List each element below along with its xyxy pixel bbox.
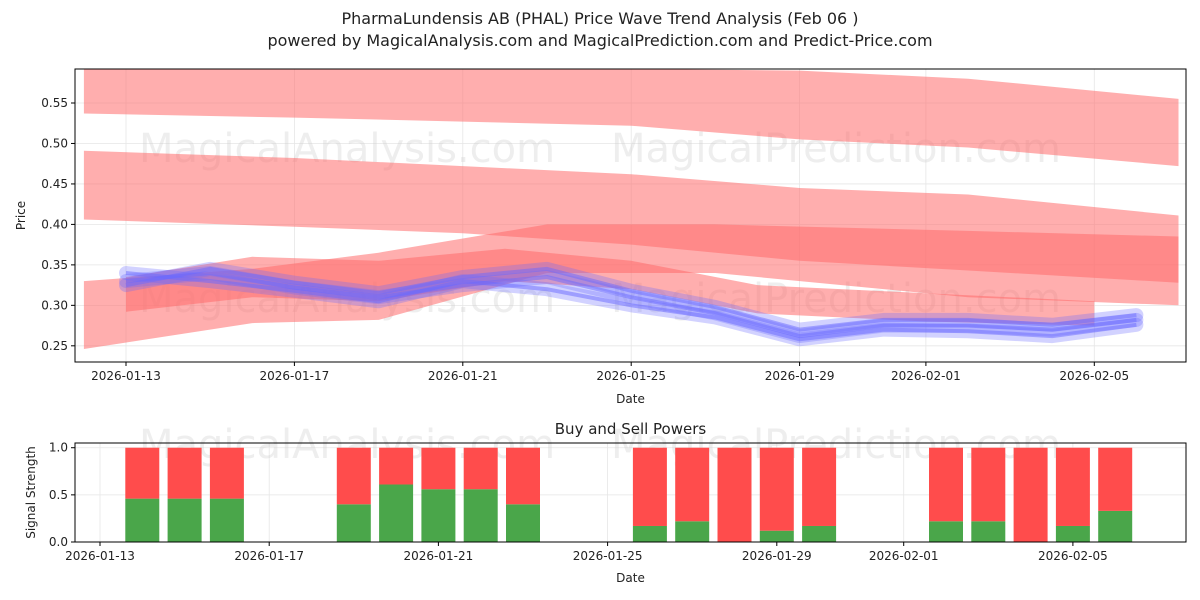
buy-power-bar (1098, 510, 1133, 542)
red-wave-band (83, 224, 1179, 349)
x-tick-label: 2026-01-21 (404, 549, 474, 563)
sell-power-bar (506, 447, 540, 505)
buy-power-bar (1055, 525, 1090, 542)
x-tick-label: 2026-02-01 (869, 549, 939, 563)
sell-power-bar (632, 447, 667, 526)
bottom-axes-frame (74, 442, 1187, 543)
sell-power-bar (759, 447, 794, 531)
sell-power-bar (463, 447, 498, 490)
chart-title: PharmaLundensis AB (PHAL) Price Wave Tre… (341, 9, 859, 28)
plot-area (83, 69, 1179, 349)
sell-power-bar (167, 447, 202, 499)
y-tick-label: 1.0 (49, 441, 68, 455)
sell-power-bar (421, 447, 456, 490)
x-tick-label: 2026-02-05 (1038, 549, 1108, 563)
chart-subtitle: powered by MagicalAnalysis.com and Magic… (267, 31, 933, 50)
x-tick-label: 2026-01-13 (91, 369, 161, 383)
x-tick-label: 2026-01-25 (596, 369, 666, 383)
buy-power-bar (379, 484, 414, 542)
x-tick-label: 2026-01-13 (65, 549, 135, 563)
x-tick-label: 2026-01-29 (742, 549, 812, 563)
y-axis-label: Signal Strength (24, 446, 38, 539)
y-tick-label: 0.45 (41, 177, 68, 191)
sell-power-bar (1098, 447, 1133, 511)
y-tick-label: 0.50 (41, 136, 68, 150)
y-tick-label: 0.25 (41, 339, 68, 353)
y-tick-label: 0.5 (49, 488, 68, 502)
red-wave-band (83, 69, 1179, 167)
buy-power-bar (759, 530, 794, 542)
x-axis-label: Date (616, 392, 645, 406)
buy-power-bar (463, 489, 498, 542)
sell-power-bar (125, 447, 160, 499)
blue-wave-line (125, 271, 1137, 342)
sell-power-bar (717, 447, 752, 542)
sell-power-bar (1055, 447, 1090, 526)
y-tick-label: 0.35 (41, 258, 68, 272)
x-tick-label: 2026-01-17 (260, 369, 330, 383)
sell-power-bar (971, 447, 1006, 522)
y-tick-label: 0.30 (41, 298, 68, 312)
sell-power-bar (929, 447, 963, 522)
x-tick-label: 2026-01-25 (573, 549, 643, 563)
sell-power-bar (1013, 447, 1048, 542)
buy-power-bar (209, 498, 244, 542)
buy-power-bar (506, 504, 540, 542)
buy-power-bar (632, 525, 667, 542)
blue-wave-line (125, 271, 1137, 339)
x-tick-label: 2026-01-29 (765, 369, 835, 383)
buy-power-bar (421, 489, 456, 542)
sell-power-bar (209, 447, 244, 499)
bottom-chart-title: Buy and Sell Powers (555, 420, 707, 438)
sell-power-bar (336, 447, 371, 505)
x-tick-label: 2026-02-01 (891, 369, 961, 383)
buy-power-bar (125, 498, 160, 542)
buy-power-bar (802, 525, 837, 542)
x-tick-label: 2026-01-21 (428, 369, 498, 383)
buy-power-bar (336, 504, 371, 542)
buy-power-bar (167, 498, 202, 542)
sell-power-bar (675, 447, 710, 522)
x-tick-label: 2026-01-17 (234, 549, 304, 563)
sell-power-bar (802, 447, 837, 526)
buy-power-bar (929, 521, 963, 542)
y-axis-label: Price (14, 201, 28, 230)
sell-power-bar (379, 447, 414, 485)
blue-wave-line (125, 266, 1137, 332)
x-tick-label: 2026-02-05 (1059, 369, 1129, 383)
y-tick-label: 0.55 (41, 96, 68, 110)
y-tick-label: 0.40 (41, 217, 68, 231)
buy-power-bar (675, 521, 710, 542)
y-tick-label: 0.0 (49, 535, 68, 549)
top-axes-frame (74, 68, 1187, 363)
buy-power-bar (971, 521, 1006, 542)
x-axis-label: Date (616, 571, 645, 585)
